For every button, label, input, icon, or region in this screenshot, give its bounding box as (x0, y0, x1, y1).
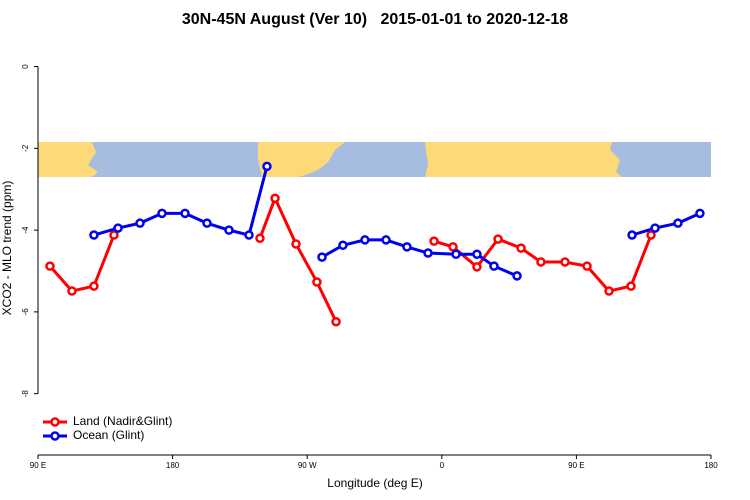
map-band (38, 142, 711, 177)
point (224, 225, 234, 235)
y-tick-label: -2 (21, 144, 30, 152)
chart-title: 30N-45N August (Ver 10) 2015-01-01 to 20… (182, 11, 568, 28)
point (360, 235, 370, 245)
point (317, 252, 327, 262)
y-tick-label: -4 (21, 226, 30, 234)
point (255, 233, 265, 244)
point (109, 230, 119, 240)
point (89, 281, 99, 291)
series-line (93, 165, 701, 278)
point (244, 230, 254, 240)
point (627, 230, 637, 240)
legend-label: Land (Nadir&Glint) (73, 414, 172, 428)
point (489, 261, 499, 271)
x-tick-label: 90 E (30, 461, 46, 470)
point (516, 243, 526, 253)
point (157, 208, 167, 219)
point (381, 235, 391, 245)
point (604, 286, 614, 296)
point (338, 240, 348, 251)
point (180, 208, 190, 219)
x-axis-label: Longitude (deg E) (327, 476, 422, 490)
point (560, 257, 570, 267)
point (448, 242, 458, 252)
legend-label: Ocean (Glint) (73, 428, 144, 442)
point (451, 249, 461, 259)
point (673, 218, 683, 228)
y-tick-label: -8 (21, 390, 30, 398)
point (291, 239, 301, 249)
x-tick-label: 0 (440, 461, 445, 470)
y-tick-label: 0 (21, 64, 30, 69)
point (512, 271, 522, 281)
point (472, 249, 482, 259)
point (695, 208, 705, 219)
x-tick-label: 90 E (568, 461, 584, 470)
legend-swatch (50, 417, 60, 427)
point (89, 230, 99, 240)
point (626, 281, 636, 291)
point (423, 248, 433, 258)
point (262, 161, 272, 172)
point (312, 277, 322, 287)
point (45, 261, 55, 271)
point (113, 223, 123, 233)
point (67, 286, 77, 296)
point (493, 234, 503, 244)
point (650, 223, 660, 233)
y-tick-label: -6 (21, 308, 30, 316)
point (402, 242, 412, 252)
point (202, 218, 212, 228)
point (135, 218, 145, 228)
y-axis-label: XCO2 - MLO trend (ppm) (0, 181, 14, 316)
legend-swatch (50, 431, 60, 441)
point (331, 316, 341, 327)
x-tick-label: 180 (704, 461, 718, 470)
point (536, 257, 546, 267)
point (429, 236, 439, 246)
point (472, 262, 482, 272)
point (582, 261, 592, 271)
point (270, 193, 280, 203)
x-tick-label: 180 (166, 461, 180, 470)
point (646, 230, 656, 240)
x-tick-label: 90 W (298, 461, 317, 470)
